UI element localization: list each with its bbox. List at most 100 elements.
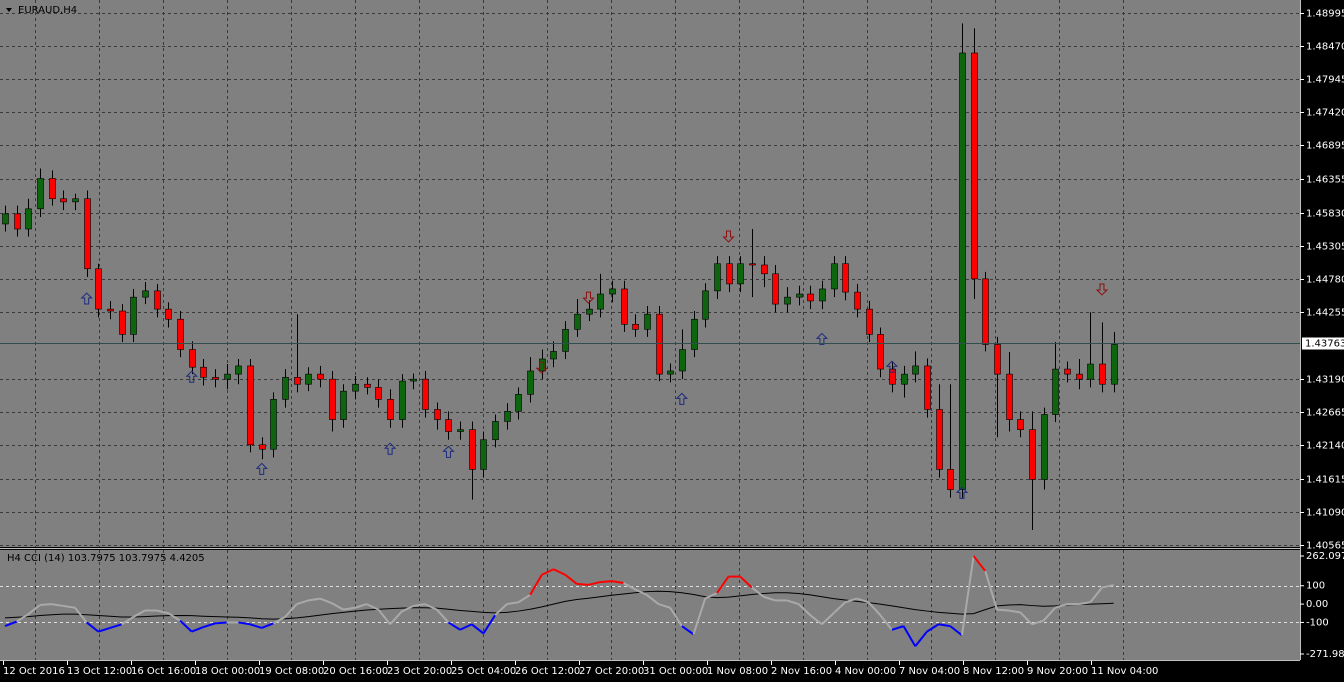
candle-body bbox=[656, 313, 663, 375]
cci-segment bbox=[1031, 619, 1044, 626]
candle-body bbox=[877, 334, 884, 370]
title-menu-icon[interactable] bbox=[6, 8, 12, 12]
candle-body bbox=[375, 387, 382, 400]
cci-segment bbox=[879, 614, 893, 631]
candle-body bbox=[679, 349, 686, 372]
cci-segment bbox=[401, 605, 414, 613]
x-tick-label: 7 Nov 04:00 bbox=[899, 666, 960, 677]
cci-segment bbox=[681, 625, 695, 636]
candle-body bbox=[889, 368, 896, 385]
x-tick-label: 25 Oct 04:00 bbox=[451, 666, 516, 677]
candle-body bbox=[480, 439, 487, 470]
cci-segment bbox=[471, 623, 485, 635]
cci-segment bbox=[284, 603, 298, 618]
cci-segment bbox=[1019, 611, 1033, 625]
grid bbox=[0, 0, 1300, 660]
candle-body bbox=[410, 378, 417, 382]
cci-segment bbox=[576, 582, 589, 586]
signal-arrow-up bbox=[80, 292, 93, 305]
x-tick-label: 20 Oct 16:00 bbox=[323, 666, 388, 677]
signal-arrow-up bbox=[885, 360, 899, 373]
cci-segment bbox=[786, 599, 799, 606]
signal-arrow-up bbox=[815, 332, 829, 345]
candle-body bbox=[469, 429, 476, 470]
candle-body bbox=[854, 291, 861, 310]
y-tick-label: 1.45830 bbox=[1306, 209, 1344, 220]
candle-body bbox=[2, 213, 9, 225]
cci-segment bbox=[249, 623, 263, 629]
candle-body bbox=[632, 323, 639, 330]
cci-segment bbox=[121, 616, 134, 626]
candle-body bbox=[784, 296, 791, 305]
indicator-pane bbox=[0, 550, 1300, 660]
cci-segment bbox=[821, 612, 835, 626]
candle-body bbox=[550, 351, 557, 360]
candle-body bbox=[597, 293, 604, 310]
cci-segment bbox=[564, 573, 578, 585]
cci-segment bbox=[132, 609, 146, 618]
cci-segment bbox=[949, 625, 963, 637]
main-pane bbox=[0, 0, 1300, 547]
cci-signal-line bbox=[4, 590, 1114, 620]
cci-segment bbox=[832, 601, 846, 614]
cci-segment bbox=[308, 597, 321, 602]
candle-body bbox=[866, 308, 873, 335]
candle-body bbox=[352, 383, 359, 392]
candle-body bbox=[270, 399, 277, 450]
candle-body bbox=[912, 365, 919, 375]
candle-body bbox=[422, 378, 429, 410]
x-tick-label: 11 Nov 04:00 bbox=[1091, 666, 1158, 677]
signal-arrow-down bbox=[722, 230, 735, 243]
cci-segment bbox=[926, 623, 940, 633]
candle-body bbox=[831, 263, 838, 290]
cci-segment bbox=[482, 614, 496, 634]
cci-segment bbox=[214, 621, 227, 625]
candle-body bbox=[49, 178, 56, 200]
x-tick-label: 12 Oct 2016 bbox=[3, 666, 65, 677]
cci-segment bbox=[331, 602, 344, 611]
cci-segment bbox=[902, 625, 917, 647]
candle-body bbox=[95, 268, 102, 310]
y2-tick-label: 100 bbox=[1306, 581, 1325, 592]
x-tick-label: 18 Oct 00:00 bbox=[195, 666, 260, 677]
candle-body bbox=[364, 383, 371, 388]
cci-segment bbox=[343, 606, 356, 611]
x-tick-label: 16 Oct 16:00 bbox=[131, 666, 196, 677]
candle-body bbox=[947, 469, 954, 490]
y2-tick-label: -100 bbox=[1306, 617, 1329, 628]
candle-body bbox=[189, 349, 196, 368]
candle-body bbox=[1076, 373, 1083, 380]
x-tick-label: 23 Oct 20:00 bbox=[387, 666, 452, 677]
y2-tick-label: 0.00 bbox=[1306, 599, 1328, 610]
x-tick-label: 13 Oct 12:00 bbox=[67, 666, 132, 677]
current-price-box bbox=[1302, 337, 1344, 350]
y-tick-label: 1.42665 bbox=[1306, 408, 1344, 419]
candle-body bbox=[154, 290, 161, 310]
candle-body bbox=[434, 409, 441, 420]
cci-segment bbox=[634, 588, 648, 596]
cci-segment bbox=[517, 594, 531, 604]
cci-segment bbox=[763, 595, 776, 602]
candle-body bbox=[107, 308, 114, 312]
signal-arrow-down bbox=[582, 291, 595, 304]
candle-body bbox=[1111, 344, 1118, 385]
cci-segment bbox=[74, 607, 88, 624]
signal-arrow-down bbox=[1095, 283, 1109, 296]
cci-segment bbox=[27, 604, 41, 615]
y-tick-label: 1.40565 bbox=[1306, 541, 1344, 552]
candle-body bbox=[562, 329, 569, 352]
candle-body bbox=[644, 313, 651, 330]
cci-segment bbox=[506, 601, 519, 606]
cci-segment bbox=[938, 623, 951, 628]
cci-segment bbox=[238, 621, 251, 626]
y-tick-label: 1.44255 bbox=[1306, 308, 1344, 319]
candle-body bbox=[842, 263, 849, 293]
cci-segment bbox=[261, 622, 274, 629]
candle-body bbox=[25, 208, 32, 230]
y-tick-label: 1.41090 bbox=[1306, 508, 1344, 519]
signal-arrow-up bbox=[955, 486, 969, 499]
cci-segment bbox=[63, 604, 76, 609]
cci-segment bbox=[354, 603, 368, 609]
candle-body bbox=[72, 198, 79, 203]
